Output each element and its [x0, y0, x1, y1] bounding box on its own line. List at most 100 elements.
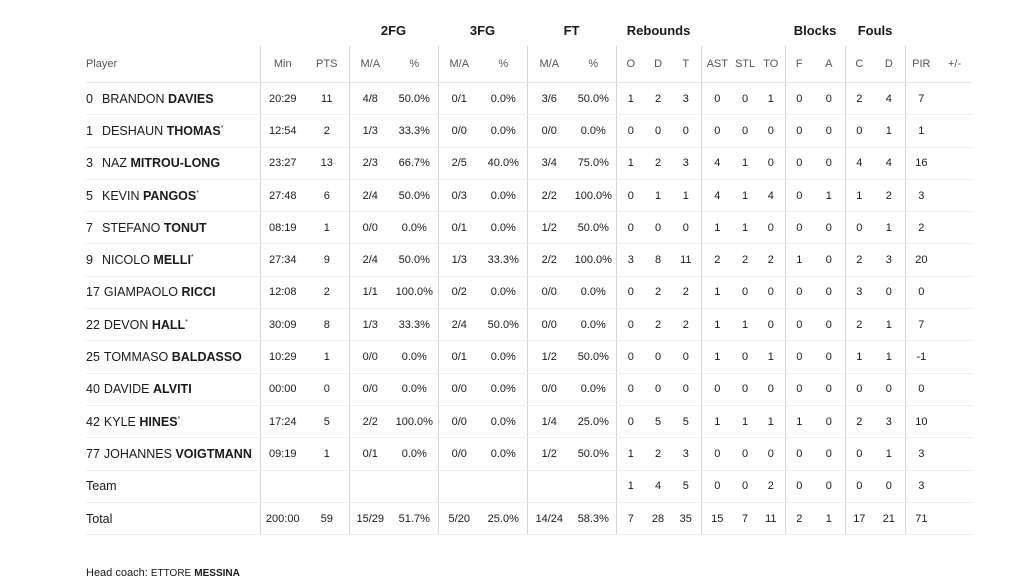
player-last-name: MITROU-LONG — [130, 156, 221, 171]
player-number: 40 — [86, 382, 100, 397]
stat-o: 1 — [615, 437, 646, 471]
stat-d: 0 — [645, 211, 672, 245]
stat-ast: 1 — [700, 340, 734, 374]
group-empty — [701, 14, 785, 46]
stat-t: 5 — [671, 470, 702, 503]
stat-o: 3 — [615, 243, 646, 277]
box-score-table: 2FG 3FG FT Rebounds Blocks Fouls Player … — [86, 14, 973, 536]
stat-fg3: 0/0 — [437, 114, 481, 148]
player-name-cell: 25 TOMMASO BALDASSO — [86, 340, 260, 374]
stat-pm — [937, 211, 973, 245]
stat-stl: 1 — [733, 179, 758, 213]
stat-min: 08:19 — [259, 211, 305, 245]
header-fouls-d: D — [873, 46, 906, 83]
stat-stl: 0 — [733, 276, 758, 310]
player-name-cell: 0 BRANDON DAVIES — [86, 82, 260, 116]
stat-fc: 2 — [844, 405, 874, 439]
stat-fg3: 0/2 — [437, 276, 481, 310]
stat-fg2p: 0.0% — [391, 211, 439, 245]
stat-o: 0 — [615, 179, 646, 213]
player-name-cell: 22 DEVON HALL* — [86, 308, 260, 342]
stat-d: 8 — [645, 243, 672, 277]
stat-bf: 0 — [784, 340, 814, 374]
player-first-name: NAZ — [102, 156, 127, 171]
stat-ft: 0/0 — [526, 373, 572, 406]
stat-ba: 0 — [813, 211, 846, 245]
stat-ftp: 50.0% — [571, 340, 617, 374]
stat-o: 1 — [615, 470, 646, 503]
stat-t: 0 — [671, 340, 702, 374]
team-row: Team 1 4 5 0 0 2 0 0 0 0 3 — [86, 470, 973, 503]
stat-to: 4 — [757, 179, 786, 213]
stat-fg2: 0/1 — [348, 437, 391, 471]
head-coach-first-name: ETTORE — [150, 568, 192, 579]
player-name-cell: 17 GIAMPAOLO RICCI — [86, 276, 260, 310]
starter-marker: * — [190, 253, 194, 261]
stat-o: 0 — [615, 405, 646, 439]
stat-t: 11 — [671, 243, 702, 277]
stat-ftp: 0.0% — [571, 114, 617, 148]
stat-ft: 1/4 — [526, 405, 572, 439]
stat-ft: 2/2 — [526, 179, 572, 213]
stat-fg3p: 50.0% — [480, 308, 528, 342]
player-last-name: BALDASSO — [171, 350, 242, 365]
player-first-name: GIAMPAOLO — [103, 285, 178, 300]
stat-fg2: 2/2 — [348, 405, 391, 439]
stat-d: 0 — [645, 114, 672, 148]
head-coach-label: Head coach: — [86, 567, 148, 579]
stat-t: 2 — [671, 276, 702, 310]
group-2fg: 2FG — [380, 22, 407, 38]
group-3fg: 3FG — [469, 22, 496, 38]
stat-t: 0 — [671, 373, 702, 406]
stat-ft: 0/0 — [526, 308, 572, 342]
column-header-row: Player Min PTS M/A % M/A % M/A % O D T A… — [86, 46, 973, 83]
stat-pts: 11 — [305, 82, 349, 116]
stat-fc: 0 — [844, 373, 874, 406]
stat-stl: 0 — [733, 437, 758, 471]
stat-ast: 0 — [700, 373, 734, 406]
stat-fg3: 0/0 — [437, 373, 481, 406]
stat-fd: 1 — [873, 211, 906, 245]
stat-fc: 1 — [844, 179, 874, 213]
player-number: 25 — [86, 350, 100, 365]
stat-pm — [937, 147, 973, 180]
stat-min: 27:34 — [259, 243, 305, 277]
stat-fc: 3 — [844, 276, 874, 310]
stat-stl: 0 — [733, 340, 758, 374]
stat-bf: 0 — [784, 373, 814, 406]
stat-to: 0 — [757, 308, 786, 342]
player-number: 17 — [86, 285, 100, 300]
player-row: 5 KEVIN PANGOS* 27:48 6 2/4 50.0% 0/3 0.0% 2/2 10… — [86, 179, 973, 213]
stat-to: 1 — [757, 405, 786, 439]
stat-ftp: 75.0% — [571, 147, 617, 180]
stat-o: 0 — [615, 276, 646, 310]
stat-ftp: 100.0% — [571, 179, 617, 213]
stat-fd: 21 — [873, 502, 906, 536]
stat-t: 3 — [671, 147, 702, 180]
stat-t: 5 — [671, 405, 702, 439]
stat-to: 2 — [757, 243, 786, 277]
stat-pts: 0 — [305, 373, 349, 406]
stat-d: 2 — [645, 437, 672, 471]
stat-pts: 9 — [305, 243, 349, 277]
stat-ft: 1/2 — [526, 211, 572, 245]
player-row: 40 DAVIDE ALVITI 00:00 0 0/0 0.0% 0/0 0.0% 0/0 0.… — [86, 373, 973, 406]
stat-fc: 0 — [844, 211, 874, 245]
stat-d: 4 — [645, 470, 672, 503]
stat-pir: 0 — [904, 276, 938, 310]
player-row: 42 KYLE HINES* 17:24 5 2/2 100.0% 0/0 0.0% 1/4 25… — [86, 405, 973, 439]
stat-bf: 2 — [784, 502, 814, 536]
starter-marker: * — [185, 318, 188, 326]
stat-stl: 0 — [733, 470, 758, 503]
stat-fg2 — [348, 470, 391, 503]
stat-pir: 1 — [904, 114, 938, 148]
stat-ftp — [571, 470, 617, 503]
stat-to: 0 — [757, 437, 786, 471]
stat-pm — [937, 114, 973, 148]
player-number: 7 — [86, 220, 93, 235]
player-number: 9 — [86, 253, 93, 268]
stat-o: 0 — [615, 340, 646, 374]
player-first-name: BRANDON — [102, 91, 165, 106]
stat-fg2: 2/4 — [348, 243, 391, 277]
player-name-cell: 3 NAZ MITROU-LONG — [86, 147, 260, 180]
